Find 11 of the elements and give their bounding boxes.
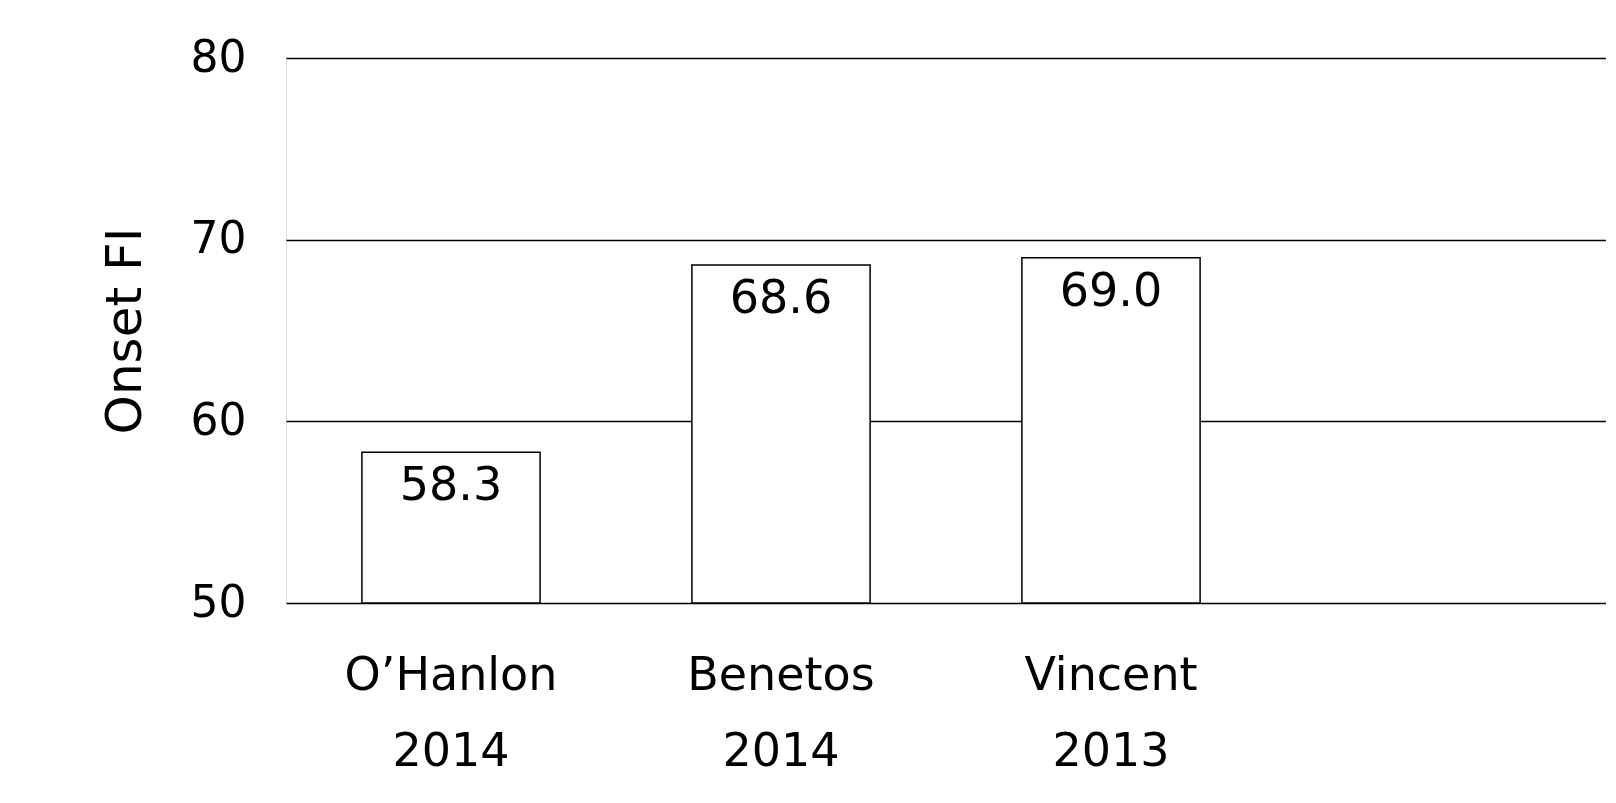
y-tick-label: 60 <box>190 393 247 445</box>
y-tick-label: 80 <box>190 30 247 82</box>
x-tick-label: O’Hanlon 2014 <box>344 646 558 777</box>
data-label: 69.0 <box>1059 262 1163 317</box>
y-axis-title: Onset FI <box>94 227 153 435</box>
data-label: 58.3 <box>399 457 503 512</box>
x-tick-label: Vincent 2013 <box>1024 646 1198 777</box>
y-tick-label: 50 <box>190 575 247 627</box>
x-tick-label: Benetos 2014 <box>687 646 875 777</box>
y-tick-label: 70 <box>190 212 247 264</box>
data-label: 68.6 <box>729 270 833 325</box>
